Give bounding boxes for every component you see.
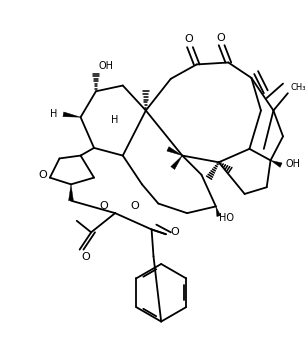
Text: O: O bbox=[99, 201, 108, 211]
Text: HO: HO bbox=[219, 213, 234, 223]
Polygon shape bbox=[167, 147, 182, 155]
Polygon shape bbox=[271, 160, 282, 167]
Text: OH: OH bbox=[286, 159, 301, 169]
Polygon shape bbox=[171, 155, 182, 169]
Text: O: O bbox=[130, 201, 139, 211]
Text: H: H bbox=[111, 115, 119, 125]
Polygon shape bbox=[63, 112, 80, 117]
Text: O: O bbox=[185, 34, 193, 45]
Text: CH₃: CH₃ bbox=[291, 83, 306, 92]
Text: O: O bbox=[39, 170, 47, 180]
Text: OH: OH bbox=[99, 61, 114, 71]
Text: O: O bbox=[170, 227, 179, 237]
Text: O: O bbox=[216, 32, 225, 43]
Polygon shape bbox=[216, 207, 221, 217]
Text: H: H bbox=[50, 109, 58, 119]
Text: O: O bbox=[81, 252, 90, 262]
Polygon shape bbox=[69, 184, 73, 201]
